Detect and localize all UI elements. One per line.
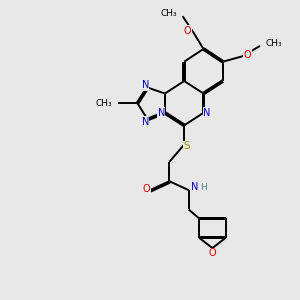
Text: H: H: [200, 183, 207, 192]
Text: N: N: [203, 108, 211, 118]
Text: N: N: [142, 117, 149, 127]
Text: N: N: [158, 108, 165, 118]
Text: CH₃: CH₃: [266, 38, 283, 47]
Text: O: O: [244, 50, 251, 60]
Text: O: O: [142, 184, 150, 194]
Text: O: O: [208, 248, 216, 258]
Text: O: O: [184, 26, 192, 35]
Text: N: N: [142, 80, 149, 90]
Text: S: S: [184, 141, 190, 151]
Text: N: N: [191, 182, 199, 192]
Text: CH₃: CH₃: [160, 9, 177, 18]
Text: CH₃: CH₃: [96, 99, 112, 108]
